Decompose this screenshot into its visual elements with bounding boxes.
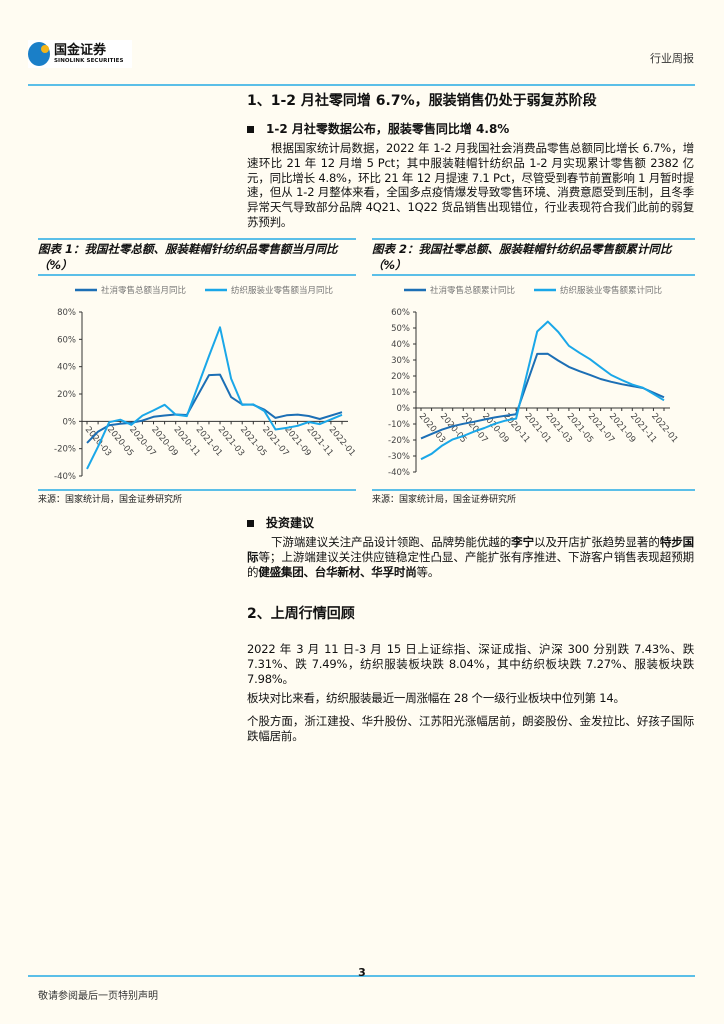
footer-rule (28, 975, 695, 977)
bullet-icon (247, 520, 254, 527)
legend-label: 社消零售总额累计同比 (430, 285, 515, 296)
y-tick-label: 40% (391, 340, 410, 350)
y-tick-label: 10% (391, 388, 410, 398)
text-segment: 等。 (416, 564, 440, 579)
page-number: 3 (358, 966, 366, 979)
section2-paragraph-2: 板块对比来看，纺织服装最近一周涨幅在 28 个一级行业板块中位列第 14。 (247, 691, 625, 705)
section2-paragraph-3: 个股方面，浙江建投、华升股份、江苏阳光涨幅居前，朗姿股份、金发拉比、好孩子国际跌… (247, 714, 694, 743)
legend-label: 纺织服装业零售额累计同比 (560, 285, 662, 296)
figure2-title-rule (372, 274, 695, 276)
stock-names: 健盛集团、台华新材、华孚时尚 (258, 564, 417, 579)
figure1-chart: 社消零售总额当月同比 纺织服装业零售额当月同比 80% 60% 40% 20% 0% -20%… (54, 285, 357, 482)
series-line (86, 373, 343, 444)
figure1-bottom-rule (38, 489, 356, 491)
logo-en: SINOLINK SECURITIES (54, 58, 124, 64)
y-tick-label: 30% (391, 356, 410, 366)
y-tick-label: 0% (63, 417, 77, 427)
y-tick-label: -20% (54, 445, 76, 455)
figure1-top-rule (38, 238, 356, 240)
section2-title: 2、上周行情回顾 (247, 606, 355, 622)
y-tick-label: 80% (57, 308, 76, 318)
legend-label: 纺织服装业零售额当月同比 (231, 285, 333, 296)
report-type: 行业周报 (650, 52, 694, 65)
section1-subtitle: 1-2 月社零数据公布，服装零售同比增 4.8% (247, 120, 509, 137)
figure1-title-rule (38, 274, 356, 276)
text-segment: 下游端建议关注产品设计领跑、品牌势能优越的 (271, 535, 512, 549)
y-tick-label: 60% (57, 335, 76, 345)
figure2-bottom-rule (372, 489, 695, 491)
text-segment: 等；上游端建议关注供应链稳定性凸显、产能扩张有序推进、下游客户销售表现超预期的 (247, 549, 694, 579)
investment-paragraph: 下游端建议关注产品设计领跑、品牌势能优越的李宁以及开店扩张趋势显著的特步国际等；… (247, 535, 694, 579)
y-tick-label: 0% (397, 404, 411, 414)
y-tick-label: 40% (57, 363, 76, 373)
section2-paragraph-1: 2022 年 3 月 11 日-3 月 15 日上证综指、深证成指、沪深 300… (247, 642, 694, 686)
section1-title: 1、1-2 月社零同增 6.7%，服装销售仍处于弱复苏阶段 (247, 93, 597, 109)
y-tick-label: -40% (388, 468, 410, 478)
text-segment: 以及开店扩张趋势显著的 (534, 535, 660, 549)
section1-paragraph: 根据国家统计局数据，2022 年 1-2 月我国社会消费品零售总额同比增长 6.… (247, 141, 694, 229)
series-line (420, 352, 665, 440)
legend-label: 社消零售总额当月同比 (101, 285, 186, 296)
y-tick-label: -20% (388, 436, 410, 446)
figure1-title: 图表 1：我国社零总额、服装鞋帽针纺织品零售额当月同比（%） (38, 242, 338, 272)
figure2-source: 来源：国家统计局，国金证券研究所 (372, 495, 517, 505)
footer-disclaimer: 敬请参阅最后一页特别声明 (38, 991, 158, 1002)
y-tick-label: 60% (391, 308, 410, 318)
series-line (86, 326, 343, 470)
y-tick-label: 20% (391, 372, 410, 382)
investment-title-text: 投资建议 (266, 516, 315, 530)
figure2-top-rule (372, 238, 695, 240)
y-tick-label: 20% (57, 390, 76, 400)
stock-name: 李宁 (511, 535, 535, 549)
logo-mark-icon (28, 42, 50, 66)
subtitle-text: 1-2 月社零数据公布，服装零售同比增 4.8% (266, 122, 510, 136)
bullet-icon (247, 126, 254, 133)
y-tick-label: 50% (391, 324, 410, 334)
y-tick-label: -40% (54, 472, 76, 482)
logo-cn: 国金证券 (54, 43, 107, 58)
y-tick-label: -30% (388, 452, 410, 462)
y-tick-label: -10% (388, 420, 410, 430)
series-line (420, 320, 665, 461)
figure2-title: 图表 2：我国社零总额、服装鞋帽针纺织品零售额累计同比（%） (372, 242, 672, 272)
figure1-source: 来源：国家统计局，国金证券研究所 (38, 495, 183, 505)
header-rule (28, 84, 695, 86)
figure2-chart: 社消零售总额累计同比 纺织服装业零售额累计同比 60% 50% 40% 30% 20% 10%… (388, 285, 680, 478)
investment-title: 投资建议 (247, 514, 314, 531)
stock-name: 特步国际 (247, 535, 694, 564)
company-logo: 国金证券 SINOLINK SECURITIES (28, 40, 132, 68)
